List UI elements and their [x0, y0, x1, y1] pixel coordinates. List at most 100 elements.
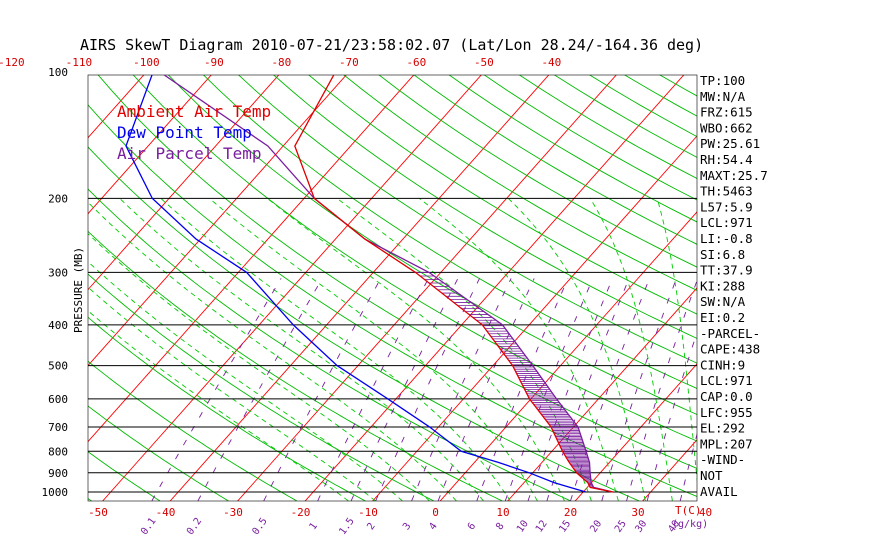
moist-adiabat-line — [507, 198, 646, 501]
index-value: TT:37.9 — [700, 263, 753, 278]
pressure-tick-label: 400 — [48, 319, 68, 332]
moist-adiabat-line — [267, 198, 565, 501]
isotherm-line — [88, 75, 212, 215]
pressure-tick-label: 800 — [48, 445, 68, 458]
dry-adiabat-line — [88, 316, 366, 501]
mixing-ratio-tick: 20 — [588, 518, 604, 534]
mixing-ratio-tick: 0.1 — [139, 516, 158, 537]
isotherm-line — [775, 72, 870, 504]
index-value: PW:25.61 — [700, 136, 760, 151]
isobars — [87, 74, 698, 502]
bottom-temp-tick: 40 — [699, 506, 712, 519]
mixing-ratio-tick: 1.5 — [337, 516, 356, 537]
index-value: EL:292 — [700, 421, 745, 436]
mixing-ratio-line — [476, 278, 569, 501]
mixing-ratio-line — [317, 278, 429, 501]
mixing-ratio-line — [151, 278, 282, 501]
pressure-tick-label: 900 — [48, 467, 68, 480]
dry-adiabat-line — [343, 75, 697, 291]
mixing-ratio-line — [527, 278, 613, 501]
index-value: LFC:955 — [700, 405, 753, 420]
ambient-temp-profile — [294, 75, 614, 493]
index-value: FRZ:615 — [700, 105, 753, 120]
moist-adiabat-line — [88, 310, 349, 501]
x-axis-label-right: T(C) — [675, 504, 702, 517]
y-axis-label: PRESSURE (MB) — [72, 247, 85, 333]
top-temp-tick: -100 — [133, 56, 160, 69]
index-value: MW:N/A — [700, 89, 746, 104]
moist-adiabat-line — [419, 198, 619, 501]
dry-adiabat-line — [88, 360, 298, 501]
pressure-tick-label: 1000 — [42, 486, 69, 499]
mixing-ratio-line — [646, 331, 697, 501]
index-value: CAPE:438 — [700, 342, 760, 357]
dry-adiabat-line — [202, 75, 697, 390]
bottom-temp-tick: 10 — [496, 506, 509, 519]
dry-adiabat-line — [88, 273, 434, 501]
isotherm-line — [88, 75, 280, 291]
isotherm-line — [169, 75, 550, 501]
mixing-ratio-line — [626, 279, 697, 501]
dry-adiabat-line — [88, 104, 697, 498]
moist-adiabat-line — [88, 201, 457, 501]
mixing-ratio-line — [411, 278, 512, 501]
mixing-ratio-line — [504, 278, 594, 501]
index-value: SI:6.8 — [700, 247, 745, 262]
moist-adiabat-line — [119, 198, 484, 501]
bottom-temp-tick: 20 — [564, 506, 577, 519]
index-value: TH:5463 — [700, 184, 753, 199]
mixing-ratio-line — [263, 278, 382, 501]
top-temp-tick: -80 — [271, 56, 291, 69]
mixing-ratio-tick: 12 — [534, 518, 550, 534]
background-lines — [88, 72, 870, 504]
dry-adiabat-line — [88, 405, 229, 501]
dry-adiabat-line — [237, 75, 697, 364]
moist-adiabat-line — [160, 198, 511, 501]
mixing-ratio-line — [437, 278, 535, 501]
isotherm-line — [88, 75, 415, 443]
indices-panel: TP:100MW:N/AFRZ:615WBO:662PW:25.61RH:54.… — [700, 73, 768, 499]
moist-adiabat-line — [88, 233, 430, 501]
moist-adiabat-line — [88, 261, 403, 501]
profiles — [125, 75, 614, 493]
index-value: -WIND- — [700, 452, 745, 467]
mixing-ratio-tick: 2 — [365, 521, 377, 532]
moist-adiabat-line — [656, 198, 697, 483]
bottom-temp-tick: -50 — [88, 506, 108, 519]
index-value: MPL:207 — [700, 436, 753, 451]
mixing-ratio-line — [601, 278, 677, 501]
isotherm-line — [304, 75, 685, 501]
dry-adiabat-line — [132, 75, 697, 442]
moist-adiabat-line — [209, 198, 538, 501]
index-value: L57:5.9 — [700, 199, 753, 214]
index-value: LI:-0.8 — [700, 231, 753, 246]
dry-adiabat-line — [483, 75, 697, 201]
pressure-tick-label: 700 — [48, 421, 68, 434]
top-temp-tick: -60 — [406, 56, 426, 69]
bottom-temp-tick: -10 — [358, 506, 378, 519]
legend-entry: Air Parcel Temp — [117, 144, 262, 163]
mixing-ratio-unit: (g/kg) — [672, 519, 708, 530]
mixing-ratio-tick: 8 — [494, 521, 506, 532]
isotherm-line — [574, 363, 697, 501]
index-value: LCL:971 — [700, 373, 753, 388]
top-temp-tick: -50 — [474, 56, 494, 69]
pressure-tick-label: 100 — [48, 66, 68, 79]
dry-adiabat-line — [378, 75, 697, 268]
bottom-temp-tick: 0 — [432, 506, 439, 519]
top-temp-tick: -110 — [66, 56, 93, 69]
legend-entry: Dew Point Temp — [117, 123, 252, 142]
dry-adiabat-line — [88, 146, 640, 501]
isotherm-line — [843, 72, 870, 504]
index-value: TP:100 — [700, 73, 745, 88]
top-temp-tick: -70 — [339, 56, 359, 69]
isotherm-line — [102, 75, 482, 501]
dry-adiabat-line — [88, 230, 503, 501]
mixing-ratio-tick: 30 — [633, 518, 649, 534]
index-value: NOT — [700, 468, 723, 483]
bottom-temp-tick: -40 — [156, 506, 176, 519]
moist-adiabat-line — [88, 286, 376, 501]
dry-adiabat-line — [88, 188, 571, 501]
index-value: -PARCEL- — [700, 326, 760, 341]
